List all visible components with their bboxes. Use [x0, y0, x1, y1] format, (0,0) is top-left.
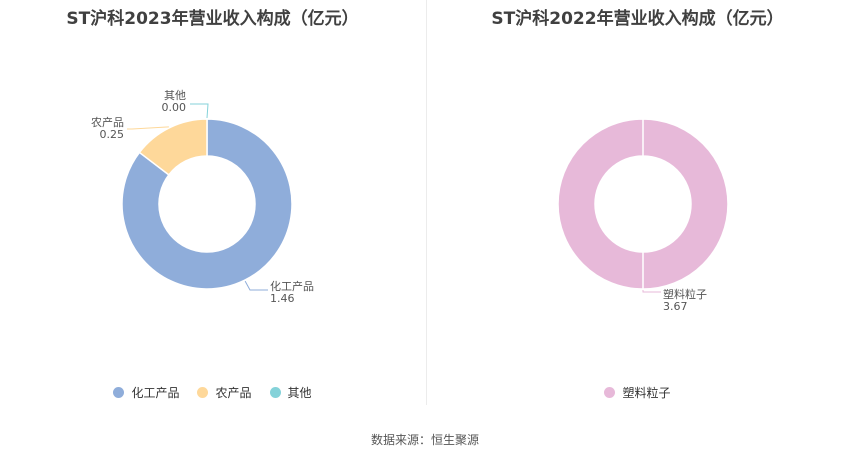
panel-divider: [426, 0, 427, 405]
chart-panel-2022: ST沪科2022年营业收入构成（亿元） 塑料粒子 3.67 塑料粒子: [425, 0, 850, 410]
slice-value-化工产品: 1.46: [270, 292, 295, 305]
slice-value-农产品: 0.25: [100, 128, 125, 141]
slice-化工产品[interactable]: [121, 118, 293, 290]
slice-农产品[interactable]: [138, 118, 208, 176]
chart-title-2023: ST沪科2023年营业收入构成（亿元）: [66, 9, 359, 29]
chart-title-2022: ST沪科2022年营业收入构成（亿元）: [491, 9, 784, 29]
legend-swatch-icon: [113, 387, 125, 398]
slice-label-农产品: 农产品: [91, 115, 124, 129]
leader-line-其他: [190, 103, 209, 119]
slice-塑料粒子[interactable]: [557, 118, 729, 290]
slice-value-其他: 0.00: [162, 101, 187, 114]
legend-label: 其他: [287, 386, 312, 400]
legend-item-农产品[interactable]: 农产品: [197, 384, 252, 401]
legend-item-化工产品[interactable]: 化工产品: [113, 384, 179, 401]
legend-label: 化工产品: [131, 386, 180, 400]
legend-item-其他[interactable]: 其他: [269, 384, 312, 401]
legend-2022: 塑料粒子: [425, 384, 850, 401]
leader-line-塑料粒子: [642, 290, 661, 293]
legend-2023: 化工产品 农产品 其他: [0, 384, 425, 401]
legend-label: 塑料粒子: [622, 386, 671, 400]
leader-line-农产品: [127, 126, 169, 130]
leader-line-化工产品: [244, 280, 268, 291]
legend-swatch-icon: [604, 387, 616, 398]
data-source-footer: 数据来源：恒生聚源: [370, 433, 479, 447]
slice-value-塑料粒子: 3.67: [663, 300, 688, 313]
chart-panel-2023: ST沪科2023年营业收入构成（亿元） 化工产品 1.46 农产品 0.25 其他 0.0…: [0, 0, 425, 410]
slice-label-塑料粒子: 塑料粒子: [663, 287, 707, 301]
slice-label-其他: 其他: [164, 89, 186, 102]
slice-label-化工产品: 化工产品: [270, 279, 314, 293]
legend-label: 农产品: [215, 386, 252, 400]
legend-swatch-icon: [269, 387, 281, 398]
legend-swatch-icon: [197, 387, 209, 398]
legend-item-塑料粒子[interactable]: 塑料粒子: [604, 384, 671, 401]
